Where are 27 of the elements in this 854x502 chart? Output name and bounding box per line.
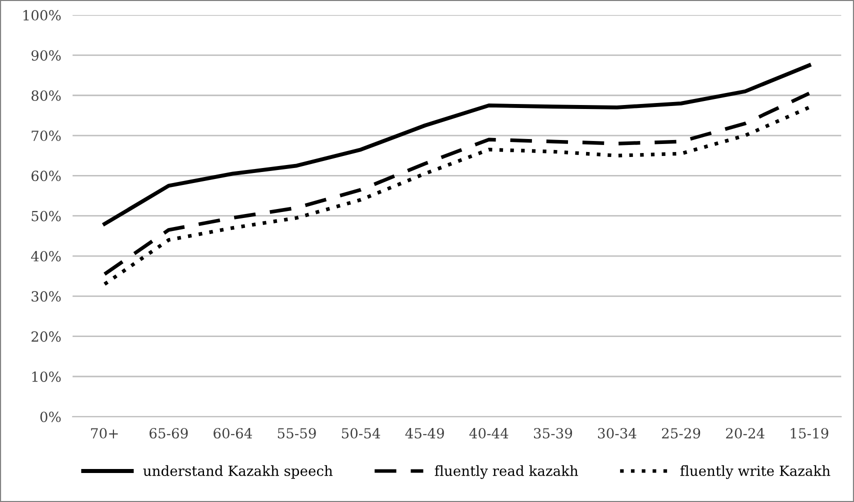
line-series	[102, 63, 812, 226]
y-tick-label: 90%	[31, 50, 61, 61]
y-tick-label: 50%	[32, 210, 61, 222]
y-tick-label: 100%	[23, 10, 61, 21]
x-tick-label: 55-59	[278, 428, 316, 439]
x-tick-label: 25-29	[662, 428, 700, 439]
y-tick-label: 40%	[31, 250, 61, 262]
y-tick-label: 0%	[40, 412, 61, 422]
x-tick-label: 50-54	[342, 428, 380, 439]
x-tick-label: 45-49	[405, 428, 444, 439]
x-tick-label: 70+	[91, 428, 118, 439]
x-tick-label: 60-64	[214, 428, 252, 439]
x-tick-label: 40-44	[469, 428, 508, 439]
x-tick-label: 30-34	[598, 428, 636, 439]
x-tick-label: 15-19	[790, 428, 828, 439]
y-tick-label: 80%	[32, 90, 61, 101]
y-tick-label: 60%	[32, 170, 61, 182]
x-tick-label: 20-24	[726, 428, 764, 439]
y-tick-label: 10%	[32, 371, 61, 382]
x-tick-label: 35-39	[534, 428, 572, 439]
legend-label: fluently read kazakh	[434, 465, 578, 479]
y-tick-label: 30%	[32, 291, 61, 302]
y-tick-label: 70%	[32, 130, 61, 142]
y-tick-label: 20%	[32, 331, 61, 342]
legend-label: understand Kazakh speech	[143, 465, 333, 479]
x-tick-label: 65-69	[150, 428, 188, 439]
legend-label: fluently write Kazakh	[680, 465, 830, 479]
